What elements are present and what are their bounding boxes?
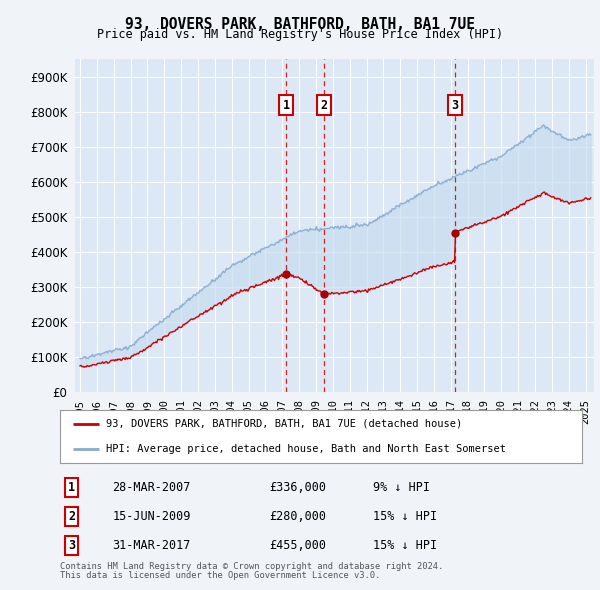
Text: 15-JUN-2009: 15-JUN-2009 xyxy=(112,510,191,523)
Text: 28-MAR-2007: 28-MAR-2007 xyxy=(112,481,191,494)
Text: 31-MAR-2017: 31-MAR-2017 xyxy=(112,539,191,552)
Text: £280,000: £280,000 xyxy=(269,510,326,523)
Text: Price paid vs. HM Land Registry's House Price Index (HPI): Price paid vs. HM Land Registry's House … xyxy=(97,28,503,41)
Text: £455,000: £455,000 xyxy=(269,539,326,552)
Text: 93, DOVERS PARK, BATHFORD, BATH, BA1 7UE (detached house): 93, DOVERS PARK, BATHFORD, BATH, BA1 7UE… xyxy=(106,419,462,429)
Text: Contains HM Land Registry data © Crown copyright and database right 2024.: Contains HM Land Registry data © Crown c… xyxy=(60,562,443,571)
Text: This data is licensed under the Open Government Licence v3.0.: This data is licensed under the Open Gov… xyxy=(60,571,380,580)
Text: 93, DOVERS PARK, BATHFORD, BATH, BA1 7UE: 93, DOVERS PARK, BATHFORD, BATH, BA1 7UE xyxy=(125,17,475,31)
Text: 9% ↓ HPI: 9% ↓ HPI xyxy=(373,481,430,494)
Text: £336,000: £336,000 xyxy=(269,481,326,494)
Text: 3: 3 xyxy=(451,99,458,112)
Text: 2: 2 xyxy=(320,99,327,112)
Text: HPI: Average price, detached house, Bath and North East Somerset: HPI: Average price, detached house, Bath… xyxy=(106,444,506,454)
Text: 2: 2 xyxy=(68,510,75,523)
Text: 15% ↓ HPI: 15% ↓ HPI xyxy=(373,510,437,523)
Text: 3: 3 xyxy=(68,539,75,552)
Text: 15% ↓ HPI: 15% ↓ HPI xyxy=(373,539,437,552)
Text: 1: 1 xyxy=(68,481,75,494)
Text: 1: 1 xyxy=(283,99,290,112)
